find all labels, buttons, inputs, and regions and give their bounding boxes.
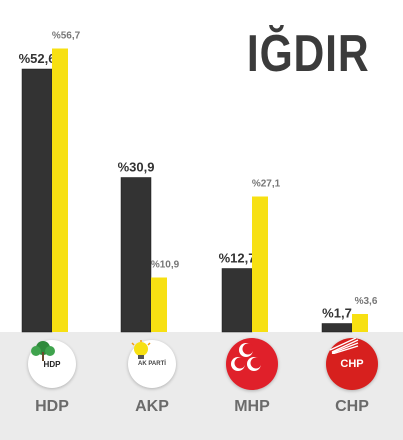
tree-icon — [31, 341, 55, 361]
bar-hdp-series1 — [21, 68, 53, 333]
category-label-mhp: MHP — [234, 398, 270, 415]
bar-akp-series1 — [120, 177, 152, 333]
akp-logo-text: AK PARTİ — [138, 361, 166, 367]
data-label-akp-series2: %10,9 — [151, 260, 180, 271]
bar-mhp-series2 — [252, 196, 268, 332]
bulb-icon — [131, 340, 151, 359]
category-label-hdp: HDP — [35, 398, 69, 415]
hdp-logo-icon: HDP — [28, 340, 76, 388]
chp-logo-text: CHP — [340, 358, 364, 370]
chart-title: IĞDIR — [246, 25, 369, 83]
data-label-akp-series1: %30,9 — [118, 160, 155, 175]
three-crescents-icon — [231, 343, 262, 371]
akp-logo-icon: AK PARTİ — [128, 340, 176, 388]
bar-chp-series1 — [321, 323, 353, 333]
data-label-chp-series2: %3,6 — [355, 296, 378, 307]
bar-akp-series2 — [151, 277, 167, 332]
category-label-chp: CHP — [335, 398, 369, 415]
data-label-mhp-series1: %12,7 — [219, 251, 256, 266]
data-label-hdp-series1: %52,6 — [19, 51, 56, 66]
mhp-logo-icon — [226, 338, 278, 390]
data-label-chp-series1: %1,7 — [322, 306, 352, 321]
bar-mhp-series1 — [221, 268, 253, 333]
six-arrows-icon — [329, 338, 359, 354]
bar-hdp-series2 — [52, 48, 68, 332]
chp-logo-icon: CHP — [326, 338, 378, 390]
bar-chp-series2 — [352, 314, 368, 332]
hdp-logo-text: HDP — [43, 359, 61, 369]
data-label-hdp-series2: %56,7 — [52, 31, 81, 42]
data-label-mhp-series2: %27,1 — [252, 179, 281, 190]
category-label-akp: AKP — [135, 398, 169, 415]
